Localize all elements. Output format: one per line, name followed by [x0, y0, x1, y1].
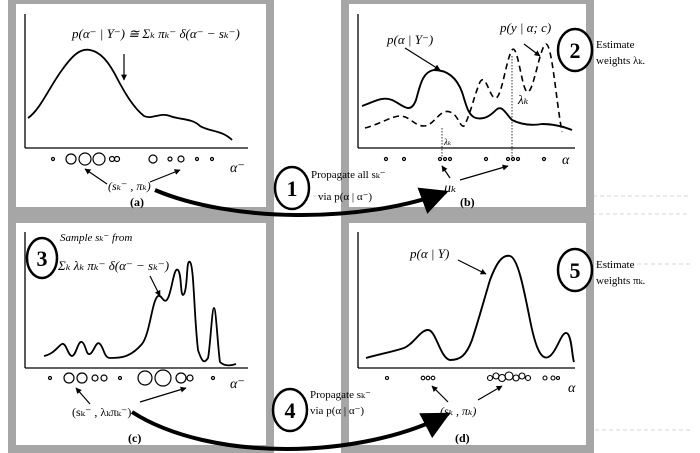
- step-4-text-line2: via p(α | α⁻): [310, 405, 364, 417]
- panel-a-density-curve: [27, 48, 233, 141]
- panel-b-lambda-small: λₖ: [443, 137, 452, 147]
- panel-d: p(α | Y) α (sₖ , πₖ) (d): [341, 215, 594, 453]
- step-4-badge: [271, 387, 309, 433]
- step-1: 1 Propagate all sₖ⁻ via p(α | α⁻): [273, 165, 386, 211]
- step-2-text-line1: Estimate: [596, 39, 635, 51]
- panel-a-particle-label: (sₖ⁻ , πₖ): [108, 179, 151, 193]
- panel-d-axis-label: α: [568, 381, 576, 396]
- step-1-number: 1: [287, 176, 298, 201]
- step-1-text-line2: via p(α | α⁻): [318, 191, 372, 203]
- panel-a-label: (a): [130, 195, 144, 209]
- step-2: 2 Estimate weights λₖ.: [556, 27, 645, 73]
- step-5-text-line2: weights πₖ.: [596, 275, 646, 287]
- panel-b-axis-label: α: [562, 153, 570, 168]
- step-1-badge: [273, 165, 311, 211]
- panel-c-sampled-curve: [43, 261, 237, 367]
- panel-d-label: (d): [455, 431, 470, 445]
- panel-b-frame: [341, 0, 594, 215]
- step-2-number: 2: [570, 38, 581, 63]
- step-4-number: 4: [285, 398, 296, 423]
- panel-c-particle-label: (sₖ⁻ , λₖπₖ⁻): [72, 405, 131, 419]
- panel-c-formula: Σₖ λₖ πₖ⁻ δ(α⁻ − sₖ⁻): [57, 258, 169, 273]
- panel-c-axis-label: α⁻: [230, 377, 245, 392]
- arrow-a-to-b: [154, 187, 449, 217]
- panel-a-formula: p(α⁻ | Y⁻) ≅ Σₖ πₖ⁻ δ(α⁻ − sₖ⁻): [71, 26, 240, 41]
- step-4-text-line1: Propagate sₖ⁻: [310, 389, 371, 401]
- arrow-c-to-d: [130, 410, 451, 451]
- panel-b-lambda-label: λₖ: [517, 92, 529, 107]
- step-4: 4 Propagate sₖ⁻ via p(α | α⁻): [271, 387, 371, 433]
- step-5-badge: [556, 247, 594, 293]
- panel-d-particles: [384, 371, 561, 383]
- panel-c: Sample sₖ⁻ from Σₖ λₖ πₖ⁻ δ(α⁻ − sₖ⁻) α⁻…: [8, 215, 274, 453]
- panel-d-posterior-label: p(α | Y): [409, 246, 449, 261]
- panel-a-frame: [8, 0, 274, 215]
- step-5-number: 5: [570, 258, 581, 283]
- panel-b-prior-curve: [361, 69, 573, 131]
- panel-a-axis-label: α⁻: [230, 161, 245, 176]
- panel-b-prior-label: p(α | Y⁻): [386, 32, 433, 47]
- step-2-badge: [556, 27, 594, 73]
- step-5-text-line1: Estimate: [596, 259, 635, 271]
- panel-b-likelihood-curve: [364, 43, 563, 133]
- step-3-number: 3: [37, 246, 48, 271]
- panel-b: p(α | Y⁻) p(y | α; c) λₖ λₖ α μₖ (b): [341, 0, 594, 215]
- panel-b-label: (b): [460, 195, 475, 209]
- panel-a-particles: [50, 152, 215, 166]
- panel-d-posterior-curve: [365, 254, 575, 363]
- panel-a: p(α⁻ | Y⁻) ≅ Σₖ πₖ⁻ δ(α⁻ − sₖ⁻) α⁻ (sₖ⁻ …: [8, 0, 274, 215]
- panel-c-sample-text: Sample sₖ⁻ from: [60, 232, 132, 244]
- panel-c-label: (c): [128, 431, 141, 445]
- step-3: 3: [25, 236, 59, 280]
- step-3-badge: [25, 236, 59, 280]
- step-5: 5 Estimate weights πₖ.: [556, 247, 646, 293]
- panel-c-particles: [47, 369, 216, 387]
- step-2-text-line2: weights λₖ.: [596, 55, 645, 67]
- panel-d-frame: [341, 215, 594, 453]
- panel-b-particles: [383, 156, 547, 162]
- step-1-text-line1: Propagate all sₖ⁻: [311, 169, 386, 181]
- panel-b-likelihood-label: p(y | α; c): [499, 20, 551, 35]
